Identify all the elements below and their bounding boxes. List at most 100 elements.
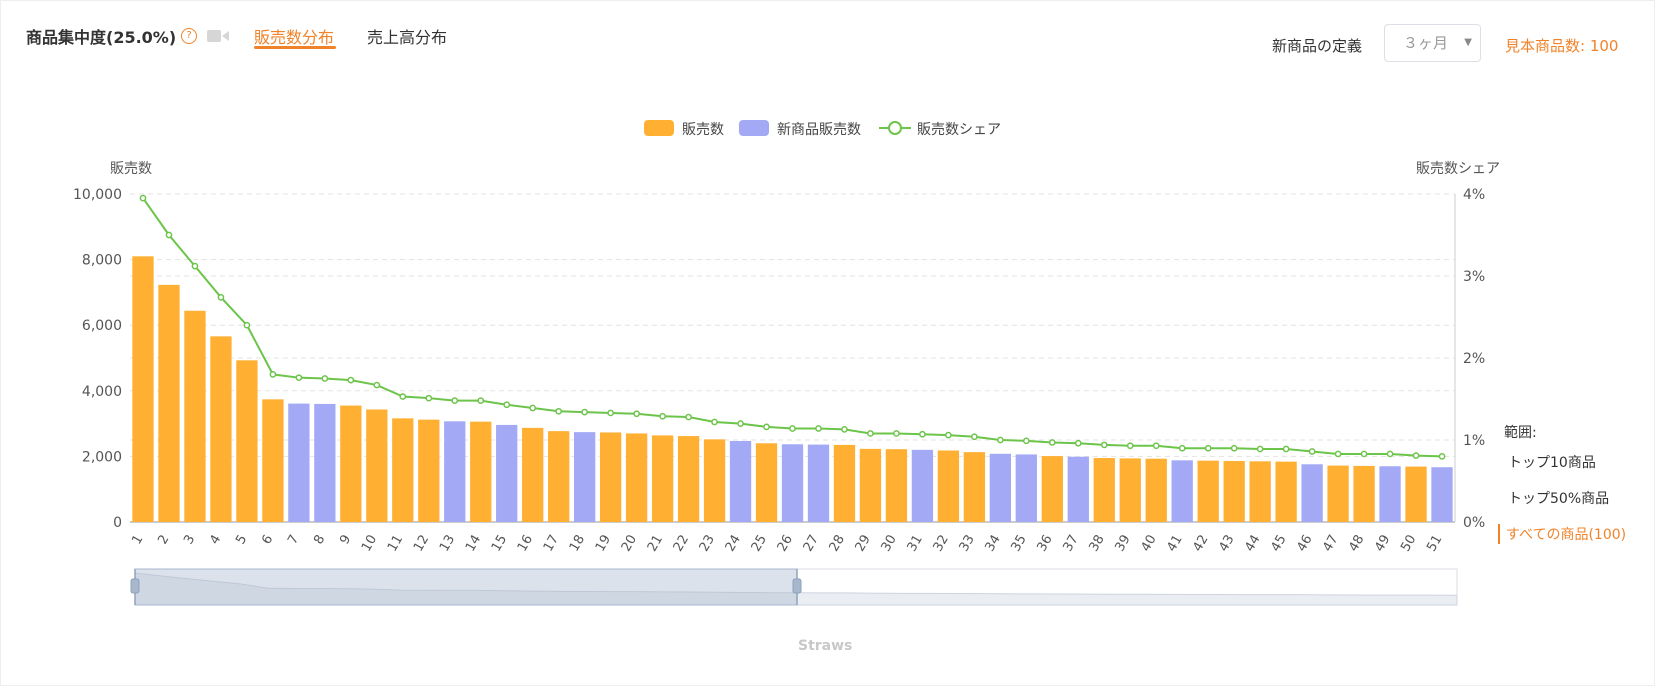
zoom-slider-selection [134,568,798,606]
x-tick-label: 15 [489,533,510,555]
y-tick-label-right: 4% [1463,187,1485,203]
x-tick-label: 33 [957,533,978,555]
bar-sales [1405,466,1427,522]
share-point [1308,448,1316,455]
chart-legend: 販売数 新商品販売数 販売数シェア [0,118,1657,142]
bar-sales [1249,461,1271,522]
share-point [1412,452,1420,459]
zoom-slider-handle-right[interactable] [792,578,802,594]
bar-new-product-sales [1067,456,1089,522]
share-point [1048,439,1056,446]
share-point [1360,450,1368,458]
share-point [1178,444,1186,452]
x-tick-label: 14 [463,533,484,555]
x-tick-label: 48 [1346,533,1367,555]
x-tick-label: 36 [1035,533,1056,555]
bar-sales [1041,456,1063,522]
bar-new-product-sales [314,403,336,522]
bar-new-product-sales [911,449,934,522]
bar-sales [833,444,856,522]
x-tick-label: 1 [129,533,146,548]
bar-new-product-sales [781,444,804,522]
help-icon[interactable]: ? [181,28,197,44]
range-option-all[interactable]: すべての商品(100) [1498,524,1626,544]
share-point [1022,437,1030,445]
legend-label-new-sales: 新商品販売数 [777,122,861,138]
share-point [1334,450,1342,458]
y-tick-label-right: 0% [1463,515,1485,531]
x-tick-label: 10 [359,533,380,555]
tab-revenue-distribution[interactable]: 売上高分布 [367,28,448,47]
bar-sales [1119,458,1141,522]
x-tick-label: 43 [1216,533,1237,555]
y-tick-label-left: 2,000 [82,449,122,465]
x-tick-label: 12 [411,533,432,555]
bar-sales [703,439,726,522]
share-point [1126,442,1134,450]
zoom-slider-handle-left[interactable] [130,578,140,594]
share-point [425,394,433,402]
video-icon[interactable] [207,29,229,43]
bar-sales [1223,460,1245,522]
x-tick-label: 18 [567,533,588,555]
share-point [711,418,718,426]
y-tick-label-left: 0 [113,515,122,531]
share-point [347,376,355,384]
share-point [633,410,640,418]
x-tick-label: 49 [1372,533,1393,555]
new-product-definition-select[interactable]: ３ヶ月 ▼ [1384,24,1481,62]
x-tick-label: 19 [593,533,614,555]
legend-label-share: 販売数シェア [917,122,1001,138]
bar-sales [599,432,622,522]
share-point [529,404,537,412]
range-option-top50pct[interactable]: トップ50%商品 [1508,491,1610,507]
bar-sales [522,427,544,522]
x-tick-label: 27 [801,533,822,555]
x-tick-label: 45 [1268,533,1289,555]
share-point [217,293,225,301]
share-point [139,194,147,202]
x-tick-label: 50 [1398,533,1419,555]
legend-swatch-sales [644,120,674,136]
bar-sales [755,443,778,522]
bar-sales [1275,461,1297,522]
chevron-down-icon: ▼ [1464,37,1472,48]
x-tick-label: 41 [1164,533,1185,555]
new-product-definition-label: 新商品の定義 [1272,37,1363,55]
x-tick-label: 47 [1320,533,1341,555]
share-point [191,262,199,270]
share-point [1152,442,1160,450]
share-point [1386,450,1394,458]
x-tick-label: 37 [1060,533,1081,555]
x-tick-label: 22 [671,533,692,555]
x-tick-label: 2 [155,533,172,548]
share-point [243,321,251,329]
share-point [737,420,744,427]
share-point [165,231,173,239]
share-point [503,401,511,409]
x-tick-label: 8 [311,533,328,548]
bar-new-product-sales [807,444,830,522]
share-point [945,431,952,439]
x-tick-label: 46 [1294,533,1315,555]
bar-sales [963,452,986,522]
share-point [685,413,692,421]
bar-new-product-sales [1015,454,1037,522]
legend-swatch-new-sales [739,120,769,136]
bar-new-product-sales [989,453,1011,522]
bar-sales [677,436,700,522]
select-value: ３ヶ月 [1403,34,1449,52]
x-tick-label: 35 [1009,533,1030,555]
x-tick-label: 29 [853,533,874,555]
share-point [1074,439,1082,447]
share-point [1100,441,1108,449]
x-tick-label: 34 [983,533,1004,555]
bar-sales [158,284,180,522]
share-point [841,425,848,433]
share-point [789,425,796,432]
share-point [815,425,822,432]
tab-sales-count-distribution[interactable]: 販売数分布 [254,28,335,47]
x-tick-label: 9 [337,533,354,548]
range-option-top10[interactable]: トップ10商品 [1508,455,1596,471]
